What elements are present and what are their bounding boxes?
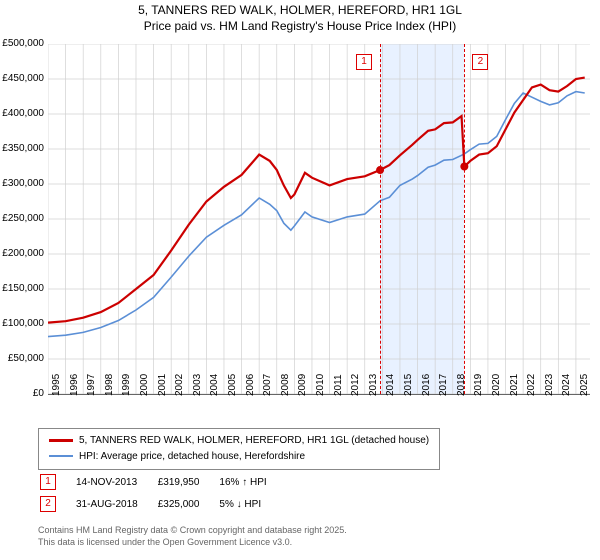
x-axis-label: 2012 xyxy=(350,374,361,396)
legend-swatch xyxy=(49,455,73,457)
y-axis-label: £250,000 xyxy=(2,214,44,224)
y-axis-label: £50,000 xyxy=(8,354,44,364)
y-axis-label: £150,000 xyxy=(2,284,44,294)
x-axis-label: 2004 xyxy=(209,374,220,396)
sale-price: £319,950 xyxy=(158,472,218,492)
y-axis-label: £400,000 xyxy=(2,109,44,119)
x-axis-label: 2020 xyxy=(491,374,502,396)
sale-date: 31-AUG-2018 xyxy=(76,494,156,514)
x-axis-label: 2022 xyxy=(526,374,537,396)
x-axis-label: 2025 xyxy=(579,374,590,396)
marker-icon: 1 xyxy=(40,474,56,490)
x-axis-label: 2011 xyxy=(333,374,344,396)
sale-date: 14-NOV-2013 xyxy=(76,472,156,492)
chart-marker: 2 xyxy=(472,54,488,70)
chart-title: 5, TANNERS RED WALK, HOLMER, HEREFORD, H… xyxy=(0,0,600,34)
x-axis-label: 2003 xyxy=(192,374,203,396)
x-axis-label: 2000 xyxy=(139,374,150,396)
x-axis-label: 1996 xyxy=(69,374,80,396)
x-axis-label: 1999 xyxy=(121,374,132,396)
footer-line: This data is licensed under the Open Gov… xyxy=(38,536,347,548)
y-axis-label: £200,000 xyxy=(2,249,44,259)
x-axis-label: 1998 xyxy=(104,374,115,396)
footer: Contains HM Land Registry data © Crown c… xyxy=(38,524,347,548)
y-axis-label: £500,000 xyxy=(2,39,44,49)
x-axis-label: 2005 xyxy=(227,374,238,396)
x-axis-label: 2006 xyxy=(245,374,256,396)
sales-table: 1 14-NOV-2013£319,95016% ↑ HPI 2 31-AUG-201… xyxy=(38,470,287,516)
x-axis-label: 2001 xyxy=(157,374,168,396)
y-axis-label: £350,000 xyxy=(2,144,44,154)
y-axis-label: £300,000 xyxy=(2,179,44,189)
marker-icon: 2 xyxy=(40,496,56,512)
x-axis-label: 2002 xyxy=(174,374,185,396)
legend-label: 5, TANNERS RED WALK, HOLMER, HEREFORD, H… xyxy=(79,435,429,446)
sale-diff: 5% ↓ HPI xyxy=(219,494,284,514)
x-axis-label: 2008 xyxy=(280,374,291,396)
legend-item: 5, TANNERS RED WALK, HOLMER, HEREFORD, H… xyxy=(49,433,429,449)
x-axis-label: 2014 xyxy=(385,374,396,396)
x-axis-label: 2024 xyxy=(561,374,572,396)
legend-item: HPI: Average price, detached house, Here… xyxy=(49,449,429,465)
footer-line: Contains HM Land Registry data © Crown c… xyxy=(38,524,347,536)
plot-area xyxy=(48,44,590,395)
x-axis-label: 2018 xyxy=(456,374,467,396)
chart-marker: 1 xyxy=(356,54,372,70)
legend: 5, TANNERS RED WALK, HOLMER, HEREFORD, H… xyxy=(38,428,440,470)
x-axis-label: 2009 xyxy=(297,374,308,396)
sale-diff: 16% ↑ HPI xyxy=(219,472,284,492)
x-axis-label: 2016 xyxy=(421,374,432,396)
y-axis-label: £0 xyxy=(33,389,44,399)
x-axis-label: 2010 xyxy=(315,374,326,396)
y-axis-label: £100,000 xyxy=(2,319,44,329)
x-axis-label: 2019 xyxy=(473,374,484,396)
x-axis-label: 2015 xyxy=(403,374,414,396)
legend-label: HPI: Average price, detached house, Here… xyxy=(79,451,305,462)
legend-swatch xyxy=(49,439,73,442)
x-axis-label: 2023 xyxy=(544,374,555,396)
title-line-2: Price paid vs. HM Land Registry's House … xyxy=(0,19,600,35)
x-axis-label: 2017 xyxy=(438,374,449,396)
table-row: 2 31-AUG-2018£325,0005% ↓ HPI xyxy=(40,494,285,514)
x-axis-label: 2021 xyxy=(509,374,520,396)
title-line-1: 5, TANNERS RED WALK, HOLMER, HEREFORD, H… xyxy=(0,3,600,19)
x-axis-label: 2007 xyxy=(262,374,273,396)
x-axis-label: 2013 xyxy=(368,374,379,396)
x-axis-label: 1997 xyxy=(86,374,97,396)
x-axis-label: 1995 xyxy=(51,374,62,396)
y-axis-label: £450,000 xyxy=(2,74,44,84)
table-row: 1 14-NOV-2013£319,95016% ↑ HPI xyxy=(40,472,285,492)
chart-svg xyxy=(48,44,590,394)
chart: 12£0£50,000£100,000£150,000£200,000£250,… xyxy=(20,44,590,414)
sale-price: £325,000 xyxy=(158,494,218,514)
